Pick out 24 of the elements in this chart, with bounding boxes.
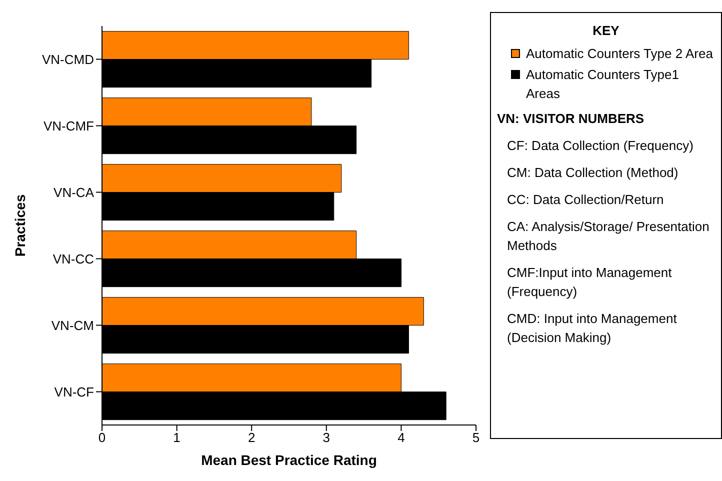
x-tick-label: 3: [322, 430, 330, 446]
y-tick-label: VN-CA: [54, 184, 94, 200]
text: CC: Data Collection/Return: [507, 191, 665, 209]
y-tick-label: VN-CM: [51, 318, 94, 333]
y-tick-label: VN-CMF: [43, 118, 94, 134]
y-tick-label: VN-CF: [54, 384, 94, 400]
text: CF: Data Collection (Frequency): [507, 137, 694, 155]
x-axis-title: Mean Best Practice Rating: [201, 452, 377, 468]
y-tick-label: VN-CMD: [42, 52, 94, 67]
x-tick-label: 2: [248, 430, 256, 446]
text: CM: Data Collection (Method): [507, 164, 680, 182]
y-axis-title: Practices: [12, 194, 28, 257]
x-tick-label: 0: [98, 430, 106, 446]
legend-title: KEY: [592, 22, 620, 40]
x-tick-label: 4: [398, 430, 405, 446]
text: CMD: Input into Management (Decision Making): [507, 310, 678, 347]
text: VN: VISITOR NUMBERS: [497, 110, 646, 128]
legend-label: Automatic Counters Type 2 Area: [526, 45, 713, 63]
legend-label: Automatic Counters Type1 Areas: [526, 66, 680, 103]
text: CA: Analysis/Storage/ Presentation Methods: [507, 218, 710, 255]
x-tick-label: 5: [472, 430, 480, 446]
text: CMF:Input into Management (Frequency): [507, 264, 673, 301]
x-tick-label: 1: [173, 430, 180, 446]
y-tick-label: VN-CC: [52, 251, 94, 266]
